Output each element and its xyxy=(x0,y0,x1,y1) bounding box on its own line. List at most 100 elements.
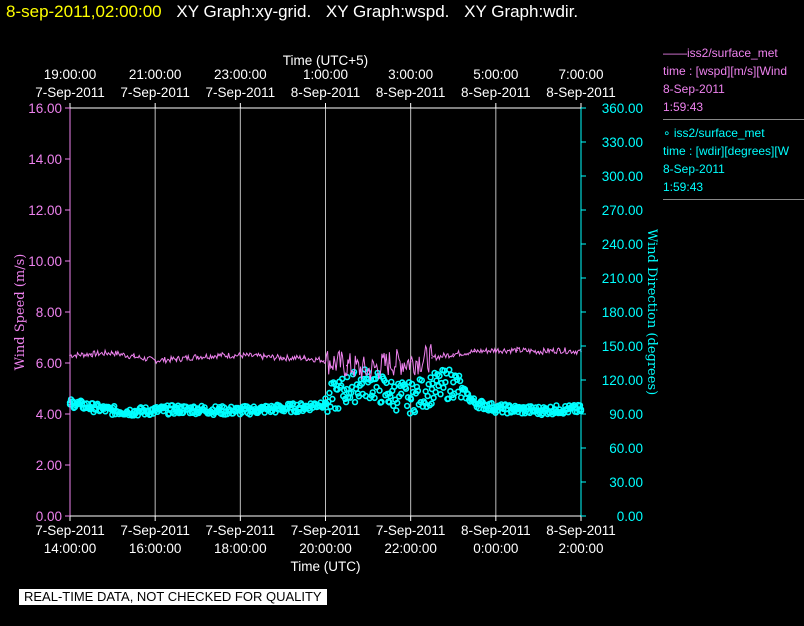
x-top-tick-date: 8-Sep-2011 xyxy=(291,85,361,100)
wspd-point xyxy=(409,360,412,363)
x-bottom-tick-date: 7-Sep-2011 xyxy=(120,523,190,538)
x-bottom-tick-time: 16:00:00 xyxy=(129,541,182,556)
legend-wspd-date: 8-Sep-2011 xyxy=(663,82,725,96)
wdir-point xyxy=(488,400,495,407)
y-left-tick-label: 16.00 xyxy=(28,101,62,116)
wdir-point xyxy=(376,387,383,394)
wdir-point xyxy=(386,390,393,397)
legend-item-wdir[interactable]: ∘ iss2/surface_met time : [wdir][degrees… xyxy=(663,124,804,200)
y-right-axis-label: Wind Direction (degrees) xyxy=(644,229,659,395)
wdir-point xyxy=(173,406,180,413)
y-right-tick-label: 150.00 xyxy=(602,339,643,354)
wdir-point xyxy=(450,379,457,386)
wdir-point xyxy=(456,377,464,385)
y-left-tick-label: 4.00 xyxy=(36,407,62,422)
wdir-point xyxy=(338,382,345,389)
wdir-point xyxy=(414,387,422,394)
wdir-point xyxy=(343,385,350,393)
legend-wdir-source: ∘ iss2/surface_met xyxy=(663,126,765,140)
wdir-point xyxy=(428,385,436,393)
y-right-tick-label: 180.00 xyxy=(602,305,643,320)
axes-layer xyxy=(65,103,586,521)
x-top-tick-date: 8-Sep-2011 xyxy=(376,85,446,100)
header-timestamp: 8-sep-2011,02:00:00 xyxy=(6,2,162,21)
wdir-point xyxy=(418,377,425,384)
wspd-point xyxy=(111,352,114,354)
y-right-tick-label: 300.00 xyxy=(602,169,643,184)
y-left-tick-label: 10.00 xyxy=(28,254,62,269)
wdir-point xyxy=(194,406,201,413)
wdir-point xyxy=(351,398,359,406)
legend-wdir-time: 1:59:43 xyxy=(663,180,704,194)
legend-wspd-var: time : [wspd][m/s][Wind xyxy=(663,64,788,78)
x-bottom-tick-time: 14:00:00 xyxy=(44,541,97,556)
x-bottom-tick-time: 2:00:00 xyxy=(558,541,603,556)
wdir-point xyxy=(411,408,419,416)
wdir-point xyxy=(408,380,416,388)
wdir-point xyxy=(471,399,478,406)
y-left-tick-label: 6.00 xyxy=(36,356,62,371)
quality-warning-banner: REAL-TIME DATA, NOT CHECKED FOR QUALITY xyxy=(19,589,327,605)
labels-layer: 7-Sep-2011 14:00:00 7-Sep-2011 16:00:00 7-Se… xyxy=(13,53,659,574)
wspd-point xyxy=(133,355,135,358)
x-top-tick-time: 23:00:00 xyxy=(214,67,267,82)
wdir-point xyxy=(364,379,372,386)
wdir-point xyxy=(386,399,393,406)
x-bottom-tick-date: 7-Sep-2011 xyxy=(291,523,361,538)
wdir-point xyxy=(398,390,405,397)
x-top-tick-date: 8-Sep-2011 xyxy=(546,85,616,100)
wdir-point xyxy=(347,389,355,397)
x-top-tick-date: 7-Sep-2011 xyxy=(206,85,276,100)
wdir-point xyxy=(130,408,138,415)
x-bottom-tick-date: 7-Sep-2011 xyxy=(35,523,105,538)
wdir-point xyxy=(393,407,400,414)
header-graph-xy-grid[interactable]: XY Graph:xy-grid. xyxy=(176,2,312,21)
y-left-tick-label: 14.00 xyxy=(28,152,62,167)
x-bottom-axis-label: Time (UTC) xyxy=(291,559,361,574)
wdir-point xyxy=(151,407,159,414)
x-top-tick-date: 7-Sep-2011 xyxy=(35,85,105,100)
wspd-series xyxy=(69,344,582,381)
x-bottom-tick-date: 8-Sep-2011 xyxy=(546,523,616,538)
x-top-tick-time: 21:00:00 xyxy=(129,67,182,82)
wspd-point xyxy=(452,353,455,355)
legend-wspd-time: 1:59:43 xyxy=(663,100,704,114)
wdir-point xyxy=(407,394,414,402)
x-top-tick-time: 19:00:00 xyxy=(44,67,97,82)
header-graph-wdir[interactable]: XY Graph:wdir. xyxy=(464,2,579,21)
wdir-point xyxy=(329,395,336,403)
y-right-tick-label: 330.00 xyxy=(602,135,643,150)
x-bottom-tick-date: 7-Sep-2011 xyxy=(376,523,446,538)
legend-item-wspd[interactable]: ——iss2/surface_met time : [wspd][m/s][Wi… xyxy=(663,44,804,120)
wdir-point xyxy=(432,388,439,396)
y-right-tick-label: 270.00 xyxy=(602,203,643,218)
wspd-point xyxy=(175,358,178,360)
wspd-point xyxy=(558,349,561,352)
wspd-point xyxy=(218,354,220,357)
wdir-point xyxy=(492,405,500,412)
wdir-point xyxy=(301,404,308,411)
wdir-point xyxy=(109,407,116,414)
wdir-point xyxy=(436,372,443,379)
y-right-tick-label: 60.00 xyxy=(609,441,643,456)
wdir-point xyxy=(535,407,542,414)
wdir-point xyxy=(464,391,472,398)
graph-header: 8-sep-2011,02:00:00 XY Graph:xy-grid. XY… xyxy=(6,2,578,22)
wdir-point xyxy=(446,366,453,373)
x-top-tick-time: 1:00:00 xyxy=(303,67,348,82)
wdir-point xyxy=(428,400,435,407)
header-graph-wspd[interactable]: XY Graph:wspd. xyxy=(325,2,450,21)
x-bottom-tick-time: 0:00:00 xyxy=(473,541,518,556)
wdir-point xyxy=(335,405,342,412)
wdir-point xyxy=(553,402,560,409)
wdir-point xyxy=(88,404,95,411)
wdir-point xyxy=(332,405,339,412)
x-bottom-tick-date: 7-Sep-2011 xyxy=(206,523,276,538)
wdir-point xyxy=(390,402,397,410)
wdir-point xyxy=(430,394,437,401)
wspd-point xyxy=(324,359,327,362)
wspd-point xyxy=(154,359,156,362)
x-bottom-tick-time: 18:00:00 xyxy=(214,541,267,556)
wdir-point xyxy=(403,402,411,410)
